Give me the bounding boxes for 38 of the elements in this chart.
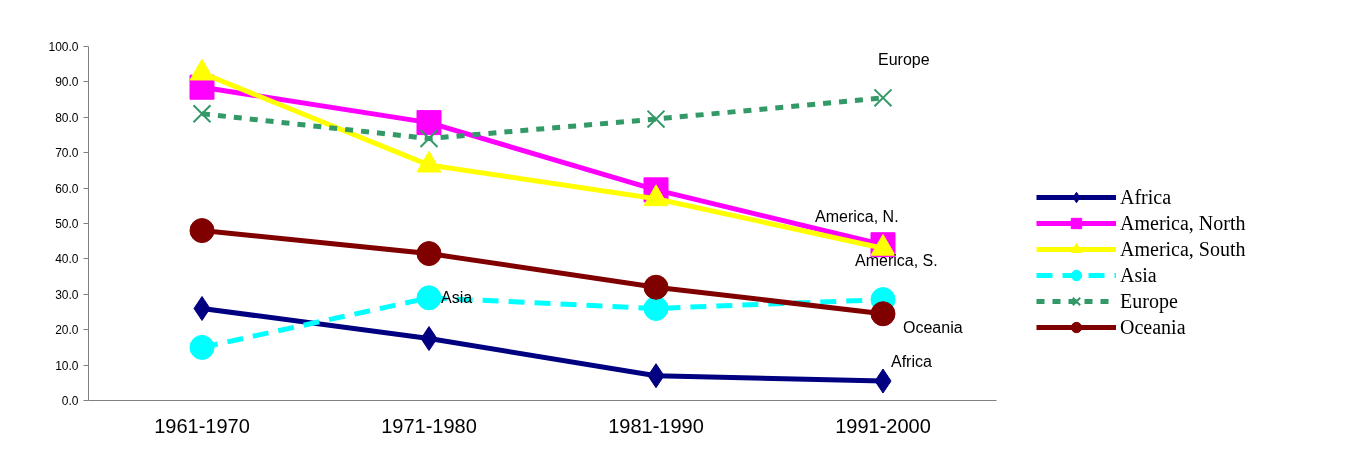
point [192,104,212,124]
y-tick-label: 100.0 [48,40,79,54]
y-tick-label: 0.0 [61,394,79,408]
y-tick-label: 20.0 [55,323,79,338]
legend-label: Europe [1120,289,1178,313]
x-tick-label: 1991-2000 [835,414,931,437]
point [419,129,439,149]
annotation: Oceania [903,319,963,337]
legend-label: Oceania [1120,315,1186,339]
point [416,241,442,267]
legend-label: Africa [1120,185,1172,209]
y-tick-label: 50.0 [55,217,79,231]
point [873,88,893,108]
x-tick-label: 1981-1990 [608,414,704,437]
y-tick-label: 40.0 [55,252,79,267]
y-tick-label: 90.0 [55,75,79,90]
annotation: Africa [891,352,932,370]
legend-label: Asia [1120,263,1157,287]
y-tick-label: 10.0 [55,358,79,373]
point [416,110,442,136]
x-tick-label: 1961-1970 [154,414,250,437]
x-tick-label: 1971-1980 [381,414,477,437]
point [643,274,669,300]
point [643,295,669,321]
point [189,334,215,360]
point [646,109,666,129]
annotation: America, N. [815,208,899,226]
legend-label: America, North [1120,211,1246,235]
y-tick-label: 60.0 [55,181,79,196]
legend-label: America, South [1120,237,1246,261]
point [870,301,896,327]
y-tick-label: 70.0 [55,146,79,161]
point [416,285,442,311]
y-tick-label: 30.0 [55,287,79,302]
annotation: America, S. [855,251,938,269]
point [189,218,215,244]
y-tick-label: 80.0 [55,110,79,125]
annotation: Europe [878,51,930,69]
